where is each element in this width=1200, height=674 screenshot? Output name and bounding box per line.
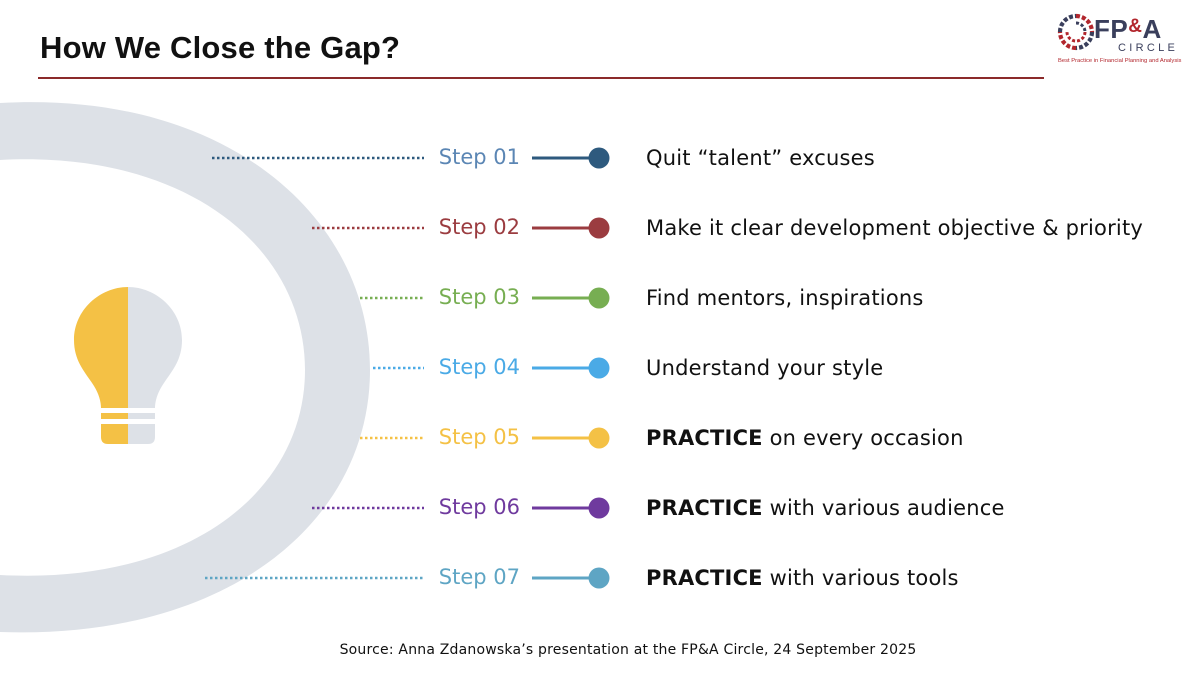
step-description: Quit “talent” excuses: [646, 145, 875, 171]
step-text: Find mentors, inspirations: [646, 286, 924, 310]
step-description: PRACTICE with various tools: [646, 565, 959, 591]
step-text: with various audience: [762, 496, 1005, 520]
logo-name: FP&A: [1094, 16, 1162, 46]
logo-name-fp: FP: [1094, 14, 1129, 44]
swirl-logo-icon: [1057, 13, 1095, 51]
logo-tagline: Best Practice in Financial Planning and …: [1058, 58, 1182, 64]
step-emphasis: PRACTICE: [646, 426, 763, 450]
step-marker-dot: [588, 567, 610, 589]
step-label: Step 04: [438, 355, 520, 379]
title-divider: [38, 77, 1044, 79]
step-text: on every occasion: [762, 426, 964, 450]
step-description: PRACTICE on every occasion: [646, 425, 964, 451]
logo-name-amp: &: [1128, 16, 1143, 37]
company-logo: FP&A CIRCLE Best Practice in Financial P…: [1056, 12, 1192, 70]
page-title: How We Close the Gap?: [40, 30, 401, 65]
step-description: Find mentors, inspirations: [646, 285, 924, 311]
step-emphasis: PRACTICE: [646, 566, 763, 590]
step-label: Step 05: [438, 425, 520, 449]
step-marker-dot: [588, 287, 610, 309]
step-label: Step 06: [438, 495, 520, 519]
background-arc: [0, 102, 370, 633]
lightbulb-icon: [74, 287, 182, 444]
step-marker-dot: [588, 427, 610, 449]
step-label: Step 01: [438, 145, 520, 169]
step-description: PRACTICE with various audience: [646, 495, 1005, 521]
step-marker-dot: [588, 147, 610, 169]
step-text: Understand your style: [646, 356, 884, 380]
step-label: Step 07: [438, 565, 520, 589]
step-text: Make it clear development objective & pr…: [646, 216, 1144, 240]
step-label: Step 02: [438, 215, 520, 239]
step-emphasis: PRACTICE: [646, 496, 763, 520]
logo-subtitle: CIRCLE: [1118, 42, 1179, 54]
source-note: Source: Anna Zdanowska’s presentation at…: [339, 642, 917, 658]
step-text: with various tools: [762, 566, 959, 590]
step-marker-dot: [588, 357, 610, 379]
step-label: Step 03: [438, 285, 520, 309]
step-marker-dot: [588, 497, 610, 519]
step-description: Understand your style: [646, 355, 883, 381]
step-connectors: [205, 147, 610, 589]
step-description: Make it clear development objective & pr…: [646, 215, 1143, 241]
logo-name-a: A: [1142, 14, 1162, 44]
step-marker-dot: [588, 217, 610, 239]
step-text: Quit “talent” excuses: [646, 146, 875, 170]
